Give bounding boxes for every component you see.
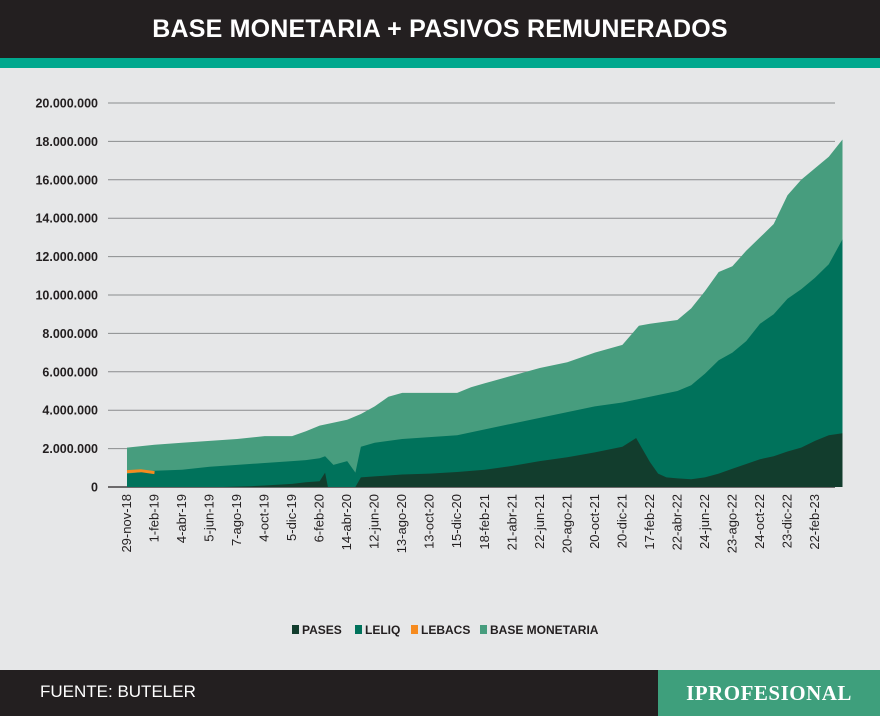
x-tick-label: 5-jun-19 xyxy=(202,494,217,542)
x-tick-label: 4-oct-19 xyxy=(257,494,272,542)
x-tick-label: 21-abr-21 xyxy=(504,494,519,550)
area-leliq xyxy=(127,239,843,487)
y-tick-label: 12.000.000 xyxy=(35,250,98,264)
area-pases xyxy=(127,433,843,487)
source-label: FUENTE: BUTELER xyxy=(40,682,196,701)
x-tick-label: 23-dic-22 xyxy=(779,494,794,548)
y-tick-label: 14.000.000 xyxy=(35,212,98,226)
y-tick-label: 2.000.000 xyxy=(42,442,98,456)
x-tick-label: 22-abr-22 xyxy=(669,494,684,550)
x-axis-ticks: 29-nov-18 1-feb-19 4-abr-19 5-jun-19 7-ago-1… xyxy=(119,494,822,553)
x-tick-label: 15-dic-20 xyxy=(449,494,464,548)
legend-label-pases: PASES xyxy=(302,623,342,637)
area-series xyxy=(126,139,843,487)
y-tick-label: 16.000.000 xyxy=(35,173,98,187)
x-tick-label: 13-ago-20 xyxy=(394,494,409,553)
x-tick-label: 18-feb-21 xyxy=(477,494,492,550)
legend-label-leliq: LELIQ xyxy=(365,623,400,637)
x-tick-label: 6-feb-20 xyxy=(312,494,327,542)
x-tick-label: 17-feb-22 xyxy=(642,494,657,550)
legend-swatch-base-monetaria xyxy=(480,625,487,634)
x-tick-label: 5-dic-19 xyxy=(284,494,299,541)
legend: PASES LELIQ LEBACS BASE MONETARIA xyxy=(292,623,599,637)
x-tick-label: 22-feb-23 xyxy=(807,494,822,550)
legend-label-base-monetaria: BASE MONETARIA xyxy=(490,623,599,637)
chart-area: 0 2.000.000 4.000.000 6.000.000 8.000.000 10.… xyxy=(0,68,880,668)
footer: FUENTE: BUTELER IPROFESIONAL xyxy=(0,670,880,716)
legend-swatch-pases xyxy=(292,625,299,634)
x-tick-label: 24-jun-22 xyxy=(697,494,712,549)
x-tick-label: 20-oct-21 xyxy=(587,494,602,549)
chart-header: BASE MONETARIA + PASIVOS REMUNERADOS xyxy=(0,0,880,58)
legend-swatch-leliq xyxy=(355,625,362,634)
y-axis-ticks: 0 2.000.000 4.000.000 6.000.000 8.000.000 10.… xyxy=(35,97,98,495)
y-tick-label: 0 xyxy=(91,481,98,495)
area-lebacs xyxy=(126,469,155,475)
legend-swatch-lebacs xyxy=(411,625,418,634)
legend-label-lebacs: LEBACS xyxy=(421,623,470,637)
x-tick-label: 29-nov-18 xyxy=(119,494,134,553)
x-tick-label: 20-dic-21 xyxy=(614,494,629,548)
stacked-area-chart: 0 2.000.000 4.000.000 6.000.000 8.000.000 10.… xyxy=(35,97,843,637)
chart-title: BASE MONETARIA + PASIVOS REMUNERADOS xyxy=(152,14,728,43)
x-tick-label: 1-feb-19 xyxy=(147,494,162,542)
y-tick-label: 10.000.000 xyxy=(35,289,98,303)
accent-band xyxy=(0,58,880,68)
x-tick-label: 13-oct-20 xyxy=(422,494,437,549)
y-tick-label: 8.000.000 xyxy=(42,327,98,341)
y-tick-label: 20.000.000 xyxy=(35,97,98,111)
x-tick-label: 24-oct-22 xyxy=(752,494,767,549)
x-tick-label: 23-ago-22 xyxy=(724,494,739,553)
x-tick-label: 14-abr-20 xyxy=(339,494,354,550)
x-tick-label: 22-jun-21 xyxy=(532,494,547,549)
brand-logo: IPROFESIONAL xyxy=(658,670,880,716)
x-tick-label: 12-jun-20 xyxy=(367,494,382,549)
x-tick-label: 7-ago-19 xyxy=(229,494,244,546)
x-tick-label: 20-ago-21 xyxy=(559,494,574,553)
y-tick-label: 6.000.000 xyxy=(42,365,98,379)
y-tick-label: 18.000.000 xyxy=(35,135,98,149)
y-tick-label: 4.000.000 xyxy=(42,404,98,418)
x-tick-label: 4-abr-19 xyxy=(174,494,189,543)
